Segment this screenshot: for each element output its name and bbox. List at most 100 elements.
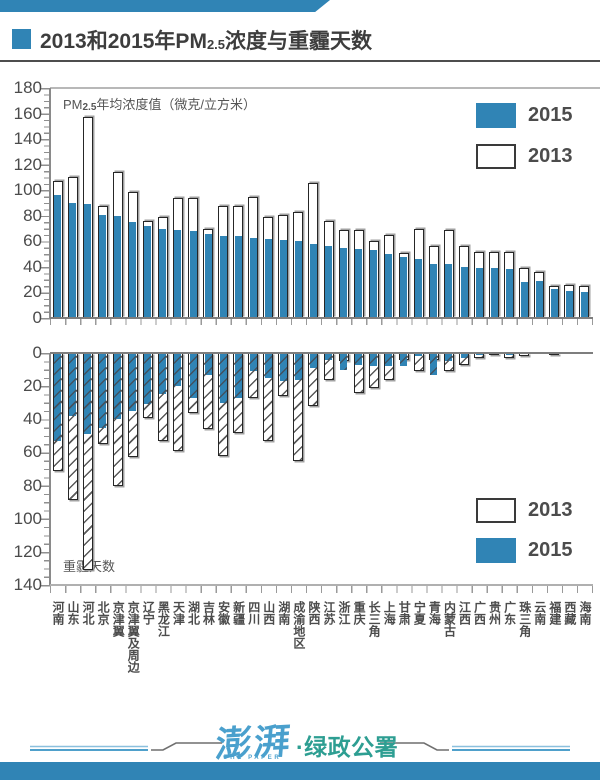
haze-bar-2015-天津 [174, 353, 182, 387]
legend-label-2015-top: 2015 [528, 104, 573, 126]
haze-bar-2015-江西 [460, 353, 468, 358]
haze-bar-2015-山东 [69, 353, 77, 416]
top-chart-major-ticks [40, 88, 50, 320]
region-label-内蒙古: 内蒙古 [442, 601, 457, 637]
bar-2015-河南 [54, 195, 62, 318]
bottom-chart-major-ticks [40, 353, 50, 587]
haze-bar-2015-河北 [84, 353, 92, 435]
ytick-bottom-140: 140 [13, 575, 42, 594]
ytick-top-180: 180 [13, 78, 42, 97]
region-label-广西: 广西 [472, 601, 487, 625]
bar-2015-广西 [475, 268, 483, 318]
bar-2015-新疆 [234, 236, 242, 318]
region-label-贵州: 贵州 [487, 601, 502, 625]
top-chart-topline [50, 87, 600, 89]
region-label-上海: 上海 [382, 601, 397, 625]
bar-2015-吉林 [204, 233, 212, 318]
haze-bar-2015-辽宁 [144, 353, 152, 405]
bar-2015-福建 [550, 288, 558, 318]
haze-bar-2015-黑龙江 [159, 353, 167, 395]
bar-2015-山西 [264, 238, 272, 318]
haze-bar-2013-珠三角 [519, 353, 530, 357]
region-label-天津: 天津 [171, 601, 186, 625]
ytick-top-80: 80 [23, 205, 42, 225]
bottom-chart-y-axis [49, 353, 51, 585]
ytick-bottom-20: 20 [23, 376, 42, 396]
bar-2015-湖北 [189, 231, 197, 318]
region-label-辽宁: 辽宁 [141, 601, 156, 625]
region-label-江苏: 江苏 [322, 601, 336, 625]
haze-bar-2015-北京 [99, 353, 107, 428]
bar-2015-北京 [99, 214, 107, 318]
ytick-bottom-60: 60 [23, 442, 42, 462]
bar-2015-陕西 [309, 243, 317, 318]
region-label-福建: 福建 [547, 601, 562, 625]
haze-bar-2015-新疆 [234, 353, 242, 398]
region-label-京津翼及周边: 京津翼及周边 [126, 601, 141, 673]
region-label-江西: 江西 [457, 601, 472, 625]
region-label-西藏: 西藏 [562, 601, 577, 625]
bar-2015-京津翼及周边 [129, 222, 137, 318]
bar-2015-浙江 [340, 247, 348, 318]
haze-bar-2015-广东 [505, 353, 513, 355]
haze-bar-2015-宁夏 [415, 353, 423, 357]
bar-2015-湖南 [279, 240, 287, 318]
ytick-bottom-120: 120 [13, 541, 42, 561]
region-label-黑龙江: 黑龙江 [156, 601, 171, 637]
bar-2015-青海 [430, 264, 438, 318]
top-chart-y-axis [49, 88, 51, 318]
bar-2015-珠三角 [520, 282, 528, 318]
region-label-河北: 河北 [81, 601, 96, 625]
bar-2015-辽宁 [144, 226, 152, 318]
ytick-top-100: 100 [13, 180, 42, 200]
haze-bar-2015-广西 [475, 353, 483, 355]
bar-2015-上海 [385, 254, 393, 318]
bar-2015-贵州 [490, 268, 498, 318]
bottom-chart-plot-area [50, 353, 592, 585]
region-label-成渝地区: 成渝地区 [291, 601, 306, 649]
brand-logo-subtext: THE PAPER [224, 755, 282, 761]
legend-swatch-2015-top [476, 103, 516, 128]
region-label-山东: 山东 [66, 601, 81, 625]
bar-2015-天津 [174, 229, 182, 318]
ytick-top-160: 160 [13, 103, 42, 123]
region-label-海南: 海南 [577, 601, 592, 625]
bar-2015-四川 [249, 237, 257, 318]
title-divider [0, 60, 600, 62]
bar-2015-宁夏 [415, 259, 423, 318]
region-label-广东: 广东 [502, 601, 517, 625]
haze-bar-2015-上海 [385, 353, 393, 367]
region-label-甘肃: 甘肃 [397, 601, 412, 625]
channel-name: ·绿政公署 [296, 734, 399, 760]
ytick-bottom-100: 100 [13, 508, 42, 528]
bar-2015-广东 [505, 269, 513, 318]
top-chart-plot-area [50, 88, 592, 318]
haze-bar-2015-成渝地区 [294, 353, 302, 380]
ytick-top-60: 60 [23, 231, 42, 251]
haze-bar-2013-贵州 [489, 353, 500, 355]
haze-bar-2015-长三角 [370, 353, 378, 367]
region-label-新疆: 新疆 [231, 601, 246, 625]
footer-wing-decoration [30, 742, 570, 751]
ytick-top-40: 40 [23, 256, 42, 276]
legend-swatch-2013-bottom [476, 498, 516, 523]
ytick-top-0: 0 [32, 308, 42, 327]
bar-2015-山东 [69, 203, 77, 318]
haze-bar-2015-安徽 [219, 353, 227, 403]
haze-bar-2015-京津翼及周边 [129, 353, 137, 411]
bar-2015-江西 [460, 266, 468, 318]
top-chart-baseline [50, 316, 593, 319]
region-label-青海: 青海 [427, 601, 442, 625]
top-chart-axis-caption: PM2.5年均浓度值（微克/立方米） [63, 97, 257, 113]
ytick-top-20: 20 [23, 282, 42, 302]
legend-swatch-2015-bottom [476, 538, 516, 563]
region-label-珠三角: 珠三角 [517, 601, 532, 637]
legend-label-2013-top: 2013 [528, 145, 573, 167]
region-label-安徽: 安徽 [216, 601, 231, 625]
bar-2015-河北 [84, 204, 92, 318]
haze-bar-2015-河南 [54, 353, 62, 441]
bar-2015-云南 [535, 280, 543, 318]
haze-bar-2015-浙江 [340, 353, 348, 370]
haze-bar-2015-四川 [249, 353, 257, 372]
